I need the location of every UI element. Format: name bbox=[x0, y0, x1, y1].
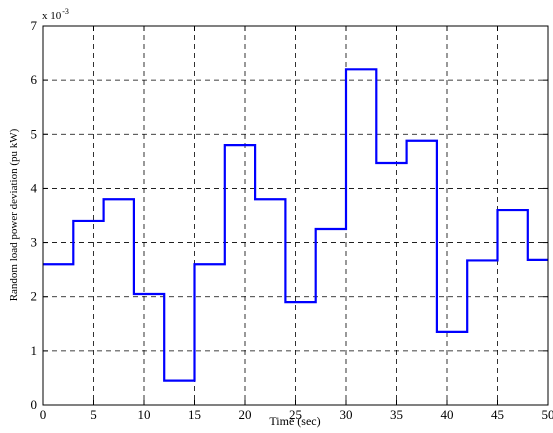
x-axis-label: Time (sec) bbox=[269, 414, 320, 428]
y-tick-label: 3 bbox=[31, 235, 38, 250]
x-tick-label: 10 bbox=[138, 407, 151, 422]
y-tick-label: 2 bbox=[31, 289, 38, 304]
x-tick-label: 0 bbox=[40, 407, 47, 422]
y-axis-label: Random load power deviation (pu kW) bbox=[8, 128, 20, 301]
x-tick-label: 5 bbox=[90, 407, 97, 422]
y-tick-label: 0 bbox=[31, 397, 38, 412]
x-tick-label: 40 bbox=[441, 407, 454, 422]
x-tick-label: 45 bbox=[491, 407, 504, 422]
series-layer bbox=[43, 68, 548, 382]
y-tick-label: 7 bbox=[31, 18, 38, 33]
x-tick-label: 15 bbox=[188, 407, 201, 422]
x-tick-label: 35 bbox=[390, 407, 403, 422]
y-scale-factor: x 10-3 bbox=[42, 7, 69, 22]
y-tick-label: 5 bbox=[31, 126, 38, 141]
tick-marks bbox=[42, 25, 549, 406]
y-tick-label: 4 bbox=[31, 180, 38, 195]
y-scale-exponent: -3 bbox=[62, 7, 69, 16]
y-tick-label: 6 bbox=[31, 72, 38, 87]
x-tick-label: 30 bbox=[340, 407, 353, 422]
y-scale-base: x 10 bbox=[42, 10, 62, 22]
series-line bbox=[43, 68, 548, 382]
y-tick-label: 1 bbox=[31, 343, 38, 358]
grid-lines bbox=[43, 26, 548, 405]
x-tick-label: 50 bbox=[542, 407, 553, 422]
x-tick-label: 20 bbox=[239, 407, 252, 422]
x-tick-label: 25 bbox=[289, 407, 302, 422]
